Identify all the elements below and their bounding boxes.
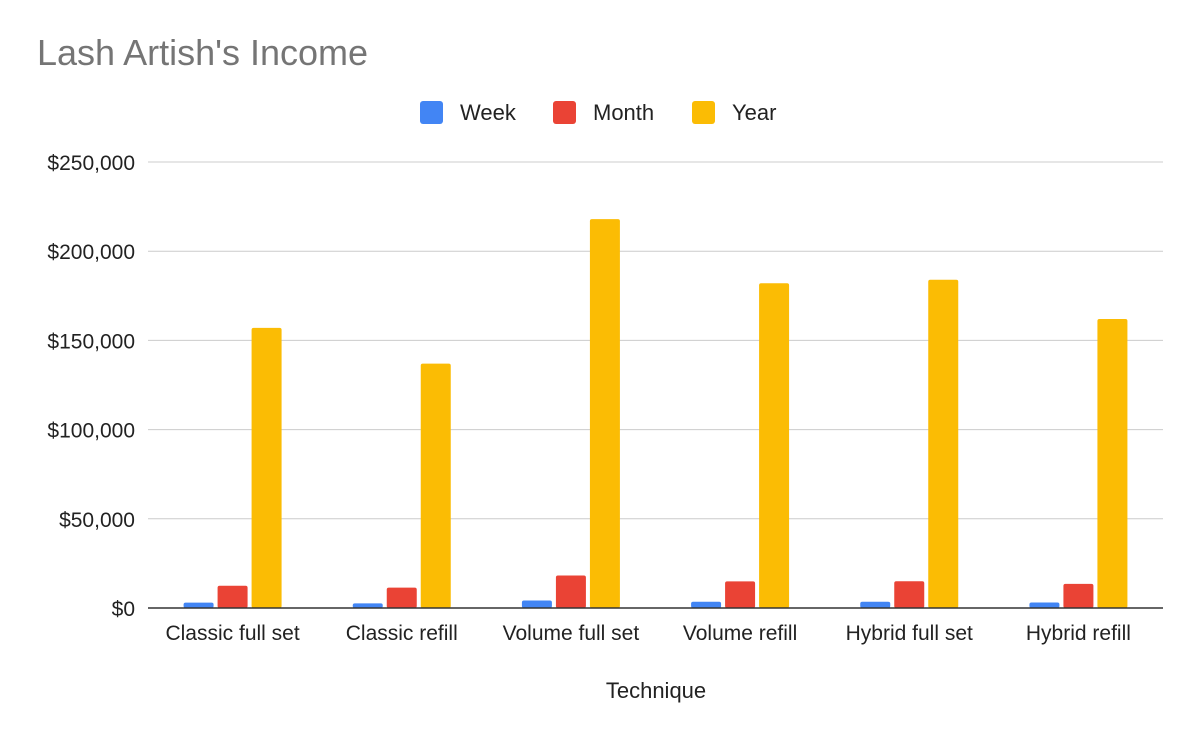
bar-week-5 — [1029, 602, 1060, 608]
bar-year-2 — [589, 219, 620, 608]
legend-swatch-month — [553, 101, 576, 124]
y-tick-label: $250,000 — [47, 152, 135, 175]
bar-week-0 — [183, 602, 214, 608]
bar-year-1 — [420, 363, 451, 608]
x-tick-label: Hybrid full set — [846, 622, 973, 645]
gridlines — [148, 161, 1163, 520]
legend-label-week: Week — [460, 100, 517, 125]
x-tick-label: Volume refill — [683, 622, 797, 645]
y-tick-label: $200,000 — [47, 241, 135, 264]
y-tick-label: $50,000 — [59, 509, 135, 532]
x-tick-label: Hybrid refill — [1026, 622, 1131, 645]
bars — [183, 219, 1128, 608]
bar-month-1 — [386, 587, 417, 608]
bar-month-2 — [555, 575, 586, 608]
legend-label-year: Year — [732, 100, 776, 125]
bar-month-0 — [217, 585, 248, 608]
chart-title: Lash Artish's Income — [37, 32, 369, 73]
bar-year-3 — [759, 283, 790, 608]
x-axis-ticks: Classic full set Classic refill Volume ful… — [165, 622, 1130, 645]
y-tick-label: $150,000 — [47, 330, 135, 353]
legend-label-month: Month — [593, 100, 654, 125]
bar-week-1 — [352, 603, 383, 608]
bar-week-2 — [521, 600, 552, 608]
y-tick-label: $0 — [112, 598, 135, 621]
bar-year-4 — [928, 279, 959, 608]
y-axis-ticks: $0 $50,000 $100,000 $150,000 $200,000 $250,00… — [47, 152, 135, 621]
bar-month-3 — [725, 581, 756, 608]
bar-month-4 — [894, 581, 925, 608]
bar-year-0 — [251, 327, 282, 608]
x-tick-label: Classic refill — [346, 622, 458, 645]
x-tick-label: Classic full set — [165, 622, 299, 645]
bar-week-3 — [691, 601, 722, 608]
bar-week-4 — [860, 601, 891, 608]
y-tick-label: $100,000 — [47, 420, 135, 443]
legend-swatch-week — [420, 101, 443, 124]
legend: Week Month Year — [420, 100, 776, 125]
x-tick-label: Volume full set — [503, 622, 640, 645]
bar-month-5 — [1063, 583, 1094, 608]
x-axis-label: Technique — [606, 678, 706, 703]
bar-year-5 — [1097, 318, 1128, 608]
legend-swatch-year — [692, 101, 715, 124]
